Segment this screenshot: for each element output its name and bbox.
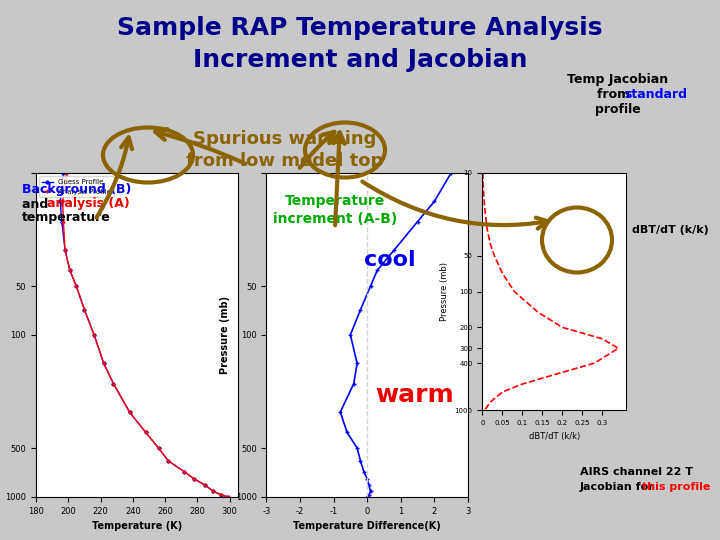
Text: Temperature
increment (A-B): Temperature increment (A-B) [273, 194, 397, 226]
Guess Profile [60, 247, 69, 253]
Guess Profile [109, 380, 118, 387]
Analysis Profile [125, 409, 134, 415]
Analysis Profile [209, 488, 217, 495]
Text: dBT/dT (k/k): dBT/dT (k/k) [631, 225, 708, 235]
Guess Profile [217, 492, 226, 498]
Guess Profile [56, 198, 65, 205]
Text: warm: warm [376, 383, 454, 407]
Guess Profile [180, 469, 189, 475]
Text: analysis (A): analysis (A) [47, 198, 130, 211]
Line: Analysis Profile: Analysis Profile [60, 171, 230, 499]
Y-axis label: Pressure (mb): Pressure (mb) [440, 262, 449, 321]
Guess Profile [66, 267, 74, 274]
X-axis label: Temperature (K): Temperature (K) [91, 521, 182, 531]
Analysis Profile [72, 283, 81, 289]
Analysis Profile [164, 457, 173, 464]
Analysis Profile [63, 170, 71, 176]
Guess Profile [90, 332, 99, 338]
Text: profile: profile [595, 104, 641, 117]
Text: and: and [22, 198, 53, 211]
Guess Profile [125, 409, 134, 415]
Guess Profile [190, 476, 199, 482]
Analysis Profile [60, 247, 69, 253]
Analysis Profile [217, 492, 226, 498]
Text: AIRS channel 22 T: AIRS channel 22 T [580, 467, 693, 477]
Guess Profile [141, 429, 150, 436]
Guess Profile [72, 283, 81, 289]
X-axis label: dBT/dT (k/k): dBT/dT (k/k) [528, 431, 580, 441]
Analysis Profile [190, 476, 199, 482]
Analysis Profile [109, 380, 118, 387]
Text: Temp Jacobian: Temp Jacobian [567, 73, 669, 86]
Analysis Profile [99, 360, 108, 367]
Analysis Profile [224, 494, 233, 500]
Guess Profile [154, 445, 163, 451]
Guess Profile [80, 307, 89, 313]
Text: cool: cool [364, 250, 416, 270]
Guess Profile [59, 170, 68, 176]
Analysis Profile [66, 267, 74, 274]
Guess Profile [164, 457, 173, 464]
Guess Profile [201, 482, 210, 489]
Guess Profile [99, 360, 108, 367]
Analysis Profile [80, 307, 89, 313]
Text: standard: standard [624, 89, 687, 102]
Text: Jacobian for: Jacobian for [580, 482, 659, 492]
Guess Profile [224, 494, 233, 500]
X-axis label: Temperature Difference(K): Temperature Difference(K) [293, 521, 441, 531]
Legend: Guess Profile, Analysis Profile: Guess Profile, Analysis Profile [40, 176, 114, 197]
Analysis Profile [59, 218, 68, 225]
Guess Profile [58, 218, 66, 225]
Text: from: from [597, 89, 634, 102]
Line: Guess Profile: Guess Profile [59, 171, 229, 498]
Text: Spurious warming
from low model top: Spurious warming from low model top [186, 130, 384, 170]
Analysis Profile [201, 482, 210, 489]
Text: Background (B): Background (B) [22, 184, 131, 197]
Analysis Profile [90, 332, 99, 338]
Analysis Profile [141, 429, 150, 436]
Text: temperature: temperature [22, 212, 111, 225]
Text: this profile: this profile [642, 482, 711, 492]
Guess Profile [209, 488, 217, 495]
Analysis Profile [154, 445, 163, 451]
Y-axis label: Pressure (mb): Pressure (mb) [220, 296, 230, 374]
Analysis Profile [58, 198, 67, 205]
Analysis Profile [180, 469, 189, 475]
Text: Sample RAP Temperature Analysis
Increment and Jacobian: Sample RAP Temperature Analysis Incremen… [117, 16, 603, 71]
